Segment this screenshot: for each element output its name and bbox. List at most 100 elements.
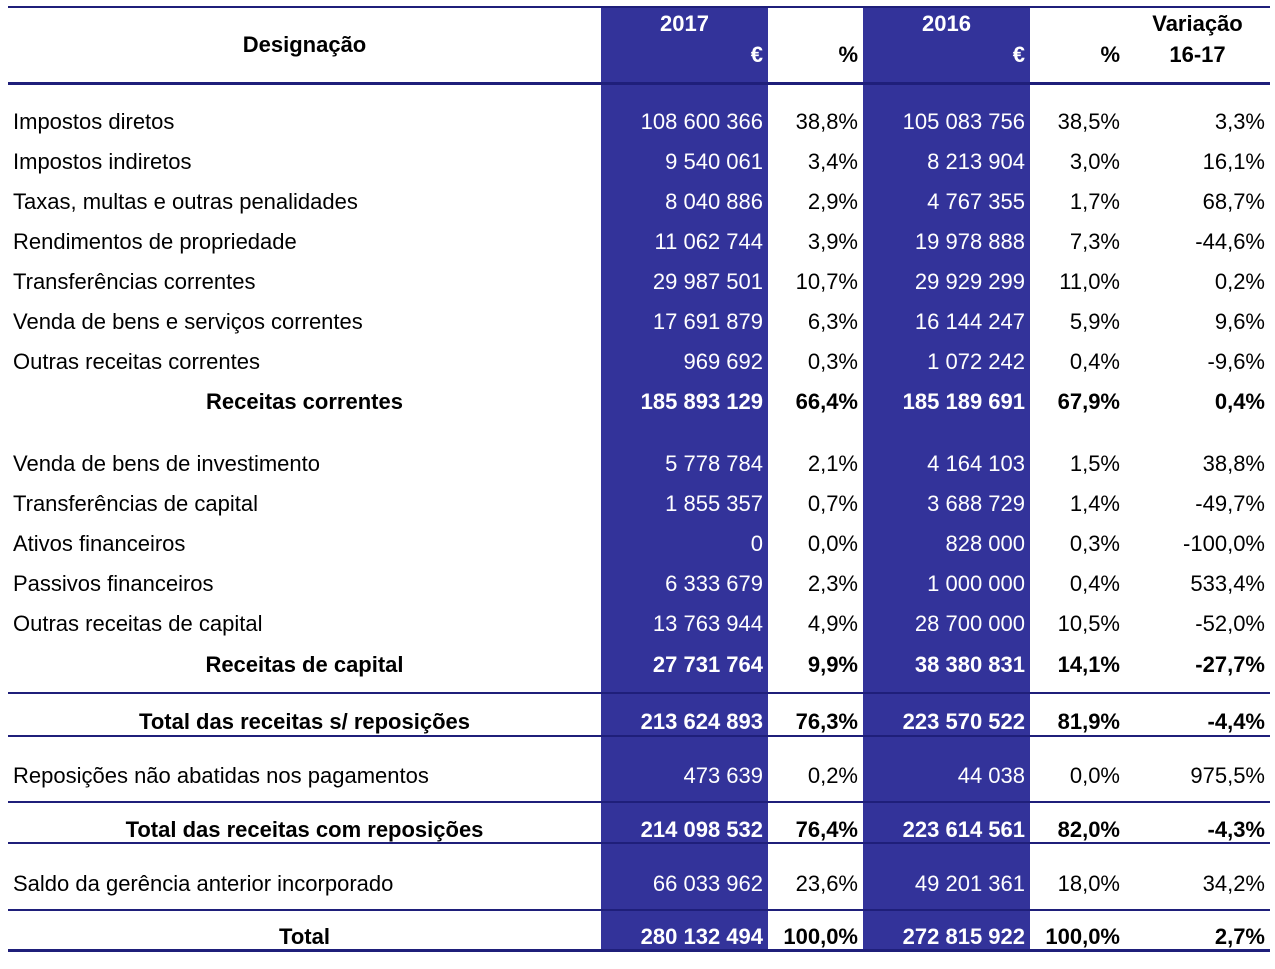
- pct-2017: 76,3%: [795, 708, 858, 734]
- variation: 3,3%: [1214, 109, 1265, 134]
- pct-2016: 0,3%: [1069, 531, 1120, 556]
- row-label: Outras receitas de capital: [13, 611, 263, 636]
- variation: -44,6%: [1195, 229, 1265, 254]
- variation: 38,8%: [1202, 451, 1265, 476]
- row-label: Rendimentos de propriedade: [13, 229, 297, 254]
- row-label: Impostos diretos: [13, 109, 175, 134]
- variation: 16,1%: [1202, 149, 1265, 174]
- value-2016: 28 700 000: [914, 611, 1025, 636]
- value-2017: 66 033 962: [652, 870, 763, 896]
- header-rule: [8, 82, 1270, 85]
- value-2016: 4 164 103: [927, 451, 1025, 476]
- pct-2017: 0,7%: [807, 491, 858, 516]
- pct-2017: 9,9%: [807, 652, 858, 677]
- value-2017: 280 132 494: [640, 924, 763, 949]
- table-row: Impostos indiretos 9 540 061 3,4% 8 213 …: [8, 142, 1270, 182]
- header-pct-2017: %: [838, 42, 858, 67]
- value-2016: 223 570 522: [902, 708, 1025, 734]
- header-euro-2016: €: [1012, 42, 1025, 67]
- value-2017: 969 692: [683, 349, 763, 374]
- pct-2016: 1,4%: [1069, 491, 1120, 516]
- subtotal-row: Receitas de capital 27 731 764 9,9% 38 3…: [8, 644, 1270, 686]
- value-2016: 19 978 888: [914, 229, 1025, 254]
- value-2017: 185 893 129: [640, 389, 763, 414]
- row-label: Passivos financeiros: [13, 571, 214, 596]
- table-row: Reposições não abatidas nos pagamentos 4…: [8, 743, 1270, 809]
- header-year-2017: 2017: [660, 11, 709, 36]
- table-row: Taxas, multas e outras penalidades 8 040…: [8, 182, 1270, 222]
- pct-2017: 66,4%: [795, 389, 858, 414]
- pct-2017: 10,7%: [795, 269, 858, 294]
- pct-2016: 81,9%: [1057, 708, 1120, 734]
- pct-2016: 38,5%: [1057, 109, 1120, 134]
- pct-2016: 7,3%: [1069, 229, 1120, 254]
- variation: -52,0%: [1195, 611, 1265, 636]
- pct-2016: 67,9%: [1057, 389, 1120, 414]
- pct-2017: 2,1%: [807, 451, 858, 476]
- bottom-rule: [8, 949, 1270, 952]
- pct-2017: 2,3%: [807, 571, 858, 596]
- pct-2017: 38,8%: [795, 109, 858, 134]
- variation: 0,4%: [1214, 389, 1265, 414]
- row-label: Outras receitas correntes: [13, 349, 260, 374]
- table-row: Outras receitas correntes 969 692 0,3% 1…: [8, 342, 1270, 382]
- value-2016: 105 083 756: [902, 109, 1025, 134]
- variation: 2,7%: [1214, 924, 1265, 949]
- value-2016: 4 767 355: [927, 189, 1025, 214]
- pct-2017: 76,4%: [795, 816, 858, 842]
- row-label: Saldo da gerência anterior incorporado: [13, 870, 394, 896]
- pct-2017: 100,0%: [783, 924, 858, 949]
- pct-2017: 3,4%: [807, 149, 858, 174]
- row-label: Ativos financeiros: [13, 531, 186, 556]
- variation: -9,6%: [1207, 349, 1265, 374]
- table-row: Transferências correntes 29 987 501 10,7…: [8, 262, 1270, 302]
- pct-2016: 1,7%: [1069, 189, 1120, 214]
- pct-2016: 10,5%: [1057, 611, 1120, 636]
- value-2017: 29 987 501: [652, 269, 763, 294]
- header-row-2: € % € % 16-17: [8, 42, 1270, 84]
- variation: 34,2%: [1202, 870, 1265, 896]
- pct-2016: 5,9%: [1069, 309, 1120, 334]
- table-row: Impostos diretos 108 600 366 38,8% 105 0…: [8, 102, 1270, 142]
- variation: 68,7%: [1202, 189, 1265, 214]
- pct-2016: 18,0%: [1057, 870, 1120, 896]
- total-row: Total das receitas s/ reposições 213 624…: [8, 700, 1270, 743]
- rule-after-total-sem-reposicoes: [8, 735, 1270, 737]
- column-band-2017: [601, 6, 768, 952]
- value-2017: 214 098 532: [640, 816, 763, 842]
- header-row-1: Designação 2017 2016 Variação: [8, 6, 1270, 56]
- pct-2016: 82,0%: [1057, 816, 1120, 842]
- value-2016: 38 380 831: [914, 652, 1025, 677]
- value-2017: 1 855 357: [665, 491, 763, 516]
- value-2017: 13 763 944: [652, 611, 763, 636]
- value-2016: 29 929 299: [914, 269, 1025, 294]
- rule-before-total: [8, 909, 1270, 911]
- table-row: Venda de bens de investimento 5 778 784 …: [8, 444, 1270, 484]
- table-row: Ativos financeiros 0 0,0% 828 000 0,3% -…: [8, 524, 1270, 564]
- revenue-table: Designação 2017 2016 Variação € % € % 16…: [8, 6, 1270, 957]
- value-2017: 473 639: [683, 763, 763, 788]
- pct-2016: 14,1%: [1057, 652, 1120, 677]
- value-2016: 185 189 691: [902, 389, 1025, 414]
- pct-2016: 11,0%: [1059, 269, 1120, 294]
- rule-before-total-sem-reposicoes: [8, 692, 1270, 694]
- pct-2017: 0,2%: [807, 763, 858, 788]
- variation: -4,4%: [1207, 708, 1265, 734]
- pct-2017: 4,9%: [807, 611, 858, 636]
- pct-2017: 23,6%: [795, 870, 858, 896]
- value-2016: 272 815 922: [902, 924, 1025, 949]
- table-row: Rendimentos de propriedade 11 062 744 3,…: [8, 222, 1270, 262]
- row-label: Venda de bens e serviços correntes: [13, 309, 363, 334]
- value-2017: 17 691 879: [652, 309, 763, 334]
- pct-2017: 0,3%: [807, 349, 858, 374]
- row-label: Receitas correntes: [206, 389, 403, 414]
- value-2016: 223 614 561: [902, 816, 1025, 842]
- column-band-2016: [863, 6, 1030, 952]
- value-2016: 49 201 361: [914, 870, 1025, 896]
- value-2017: 0: [750, 531, 763, 556]
- header-euro-2017: €: [750, 42, 763, 67]
- pct-2016: 100,0%: [1045, 924, 1120, 949]
- value-2017: 213 624 893: [640, 708, 763, 734]
- pct-2016: 0,4%: [1069, 349, 1120, 374]
- value-2017: 9 540 061: [665, 149, 763, 174]
